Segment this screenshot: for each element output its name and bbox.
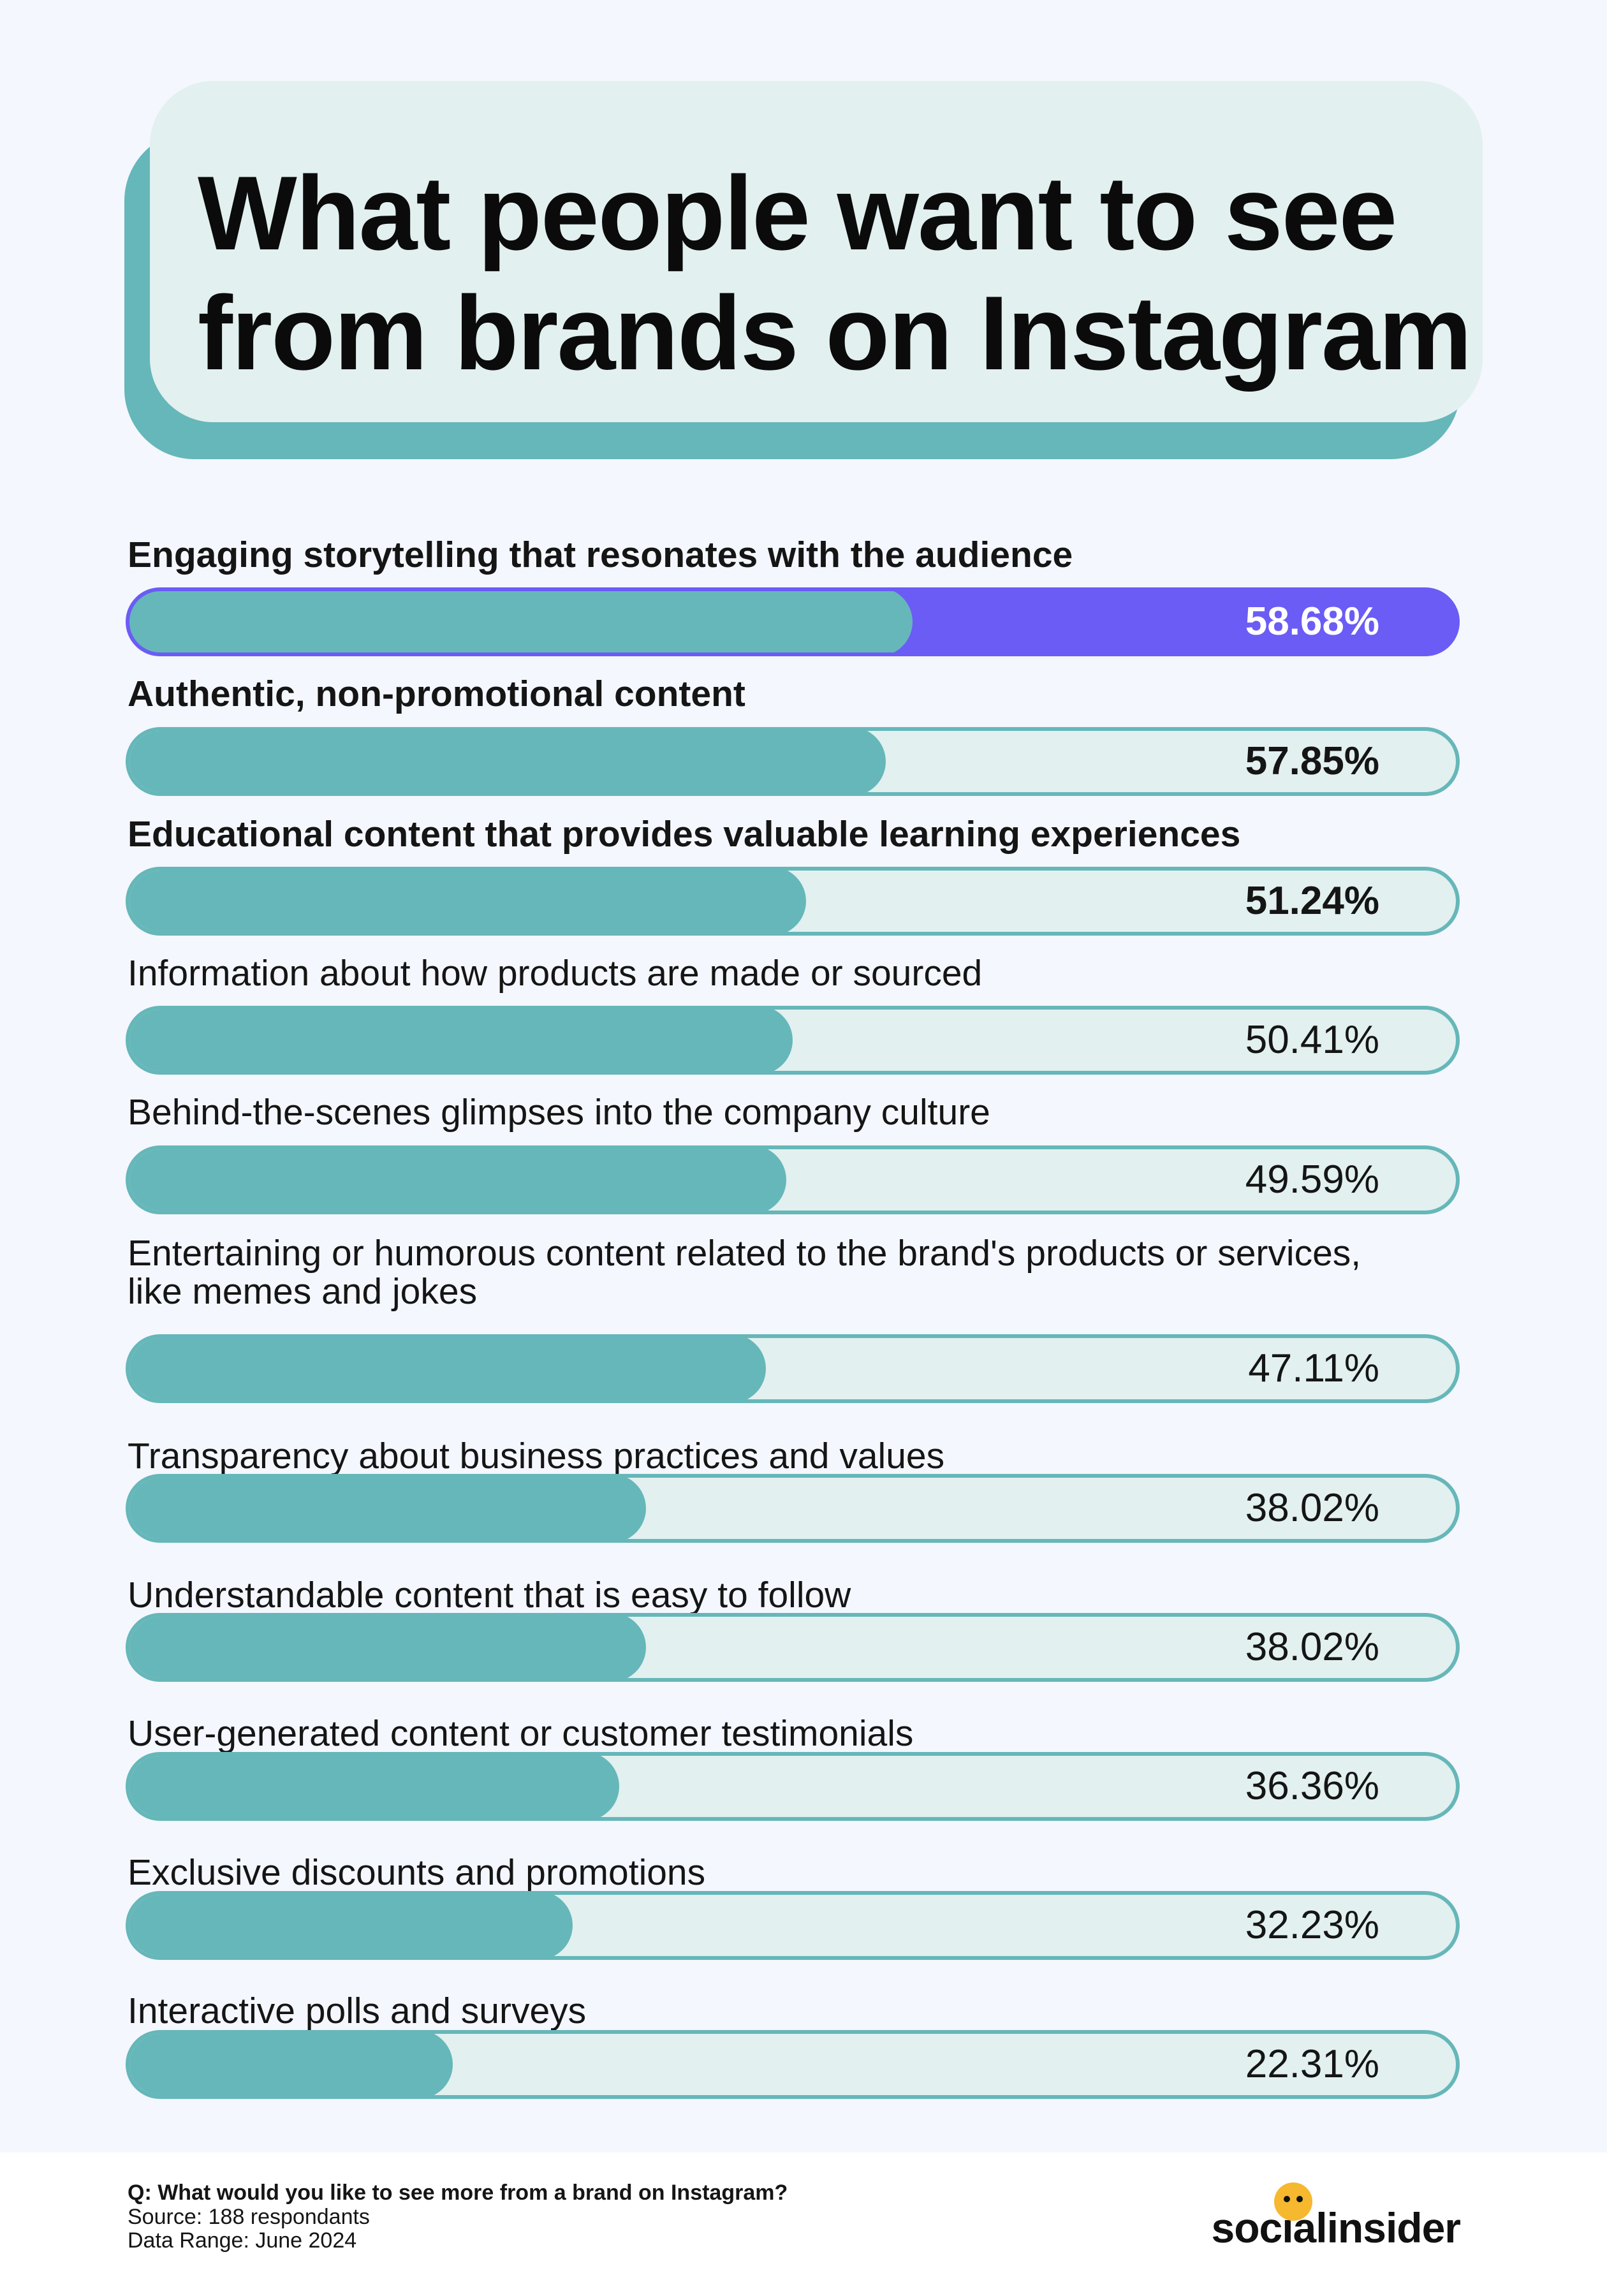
- bar-value-label: 32.23%: [1245, 1903, 1379, 1947]
- title-card: [150, 81, 1483, 422]
- bar: [129, 1010, 793, 1071]
- bar-label: Exclusive discounts and promotions: [128, 1852, 706, 1893]
- bar-label: Transparency about business practices an…: [128, 1436, 945, 1476]
- bar: [129, 1756, 619, 1817]
- bar-label: Engaging storytelling that resonates wit…: [128, 534, 1073, 575]
- bar-label: Educational content that provides valuab…: [128, 814, 1241, 855]
- bar: [129, 1149, 786, 1211]
- bar: [129, 1478, 646, 1539]
- socialinsider-logo: socialinsider: [1211, 2204, 1461, 2251]
- bar-track: 58.68%: [126, 587, 1460, 656]
- bar-track: 47.11%: [126, 1334, 1460, 1403]
- bar-track: 38.02%: [126, 1474, 1460, 1543]
- bar-label: Behind-the-scenes glimpses into the comp…: [128, 1092, 990, 1133]
- bar-value-label: 58.68%: [1245, 600, 1379, 644]
- bar-label: Authentic, non-promotional content: [128, 673, 745, 714]
- bar-track: 38.02%: [126, 1613, 1460, 1682]
- bar-track: 51.24%: [126, 867, 1460, 936]
- footer-question: Q: What would you like to see more from …: [128, 2181, 788, 2205]
- bar-value-label: 47.11%: [1248, 1346, 1379, 1390]
- bar: [129, 731, 886, 792]
- bar-track: 36.36%: [126, 1752, 1460, 1821]
- bar-label: Entertaining or humorous content related…: [128, 1233, 1361, 1312]
- bar: [129, 871, 806, 932]
- bar-label: Information about how products are made …: [128, 953, 983, 994]
- bar-value-label: 49.59%: [1245, 1158, 1379, 1202]
- bar-value-label: 57.85%: [1245, 739, 1379, 783]
- bar: [129, 1338, 766, 1399]
- bar-label: User-generated content or customer testi…: [128, 1713, 914, 1754]
- bar-value-label: 22.31%: [1245, 2042, 1379, 2086]
- bar-track: 32.23%: [126, 1891, 1460, 1960]
- footer-date-range: Data Range: June 2024: [128, 2228, 357, 2253]
- bar-value-label: 36.36%: [1245, 1764, 1379, 1808]
- footer: [0, 2152, 1607, 2296]
- chart-title: What people want to see from brands on I…: [198, 154, 1472, 392]
- bar: [129, 1617, 646, 1678]
- bar-value-label: 51.24%: [1245, 879, 1379, 923]
- bar-track: 50.41%: [126, 1006, 1460, 1075]
- logo-face-icon: [1274, 2182, 1312, 2221]
- bar: [129, 1895, 573, 1956]
- bar-value-label: 50.41%: [1245, 1018, 1379, 1062]
- bar-label: Understandable content that is easy to f…: [128, 1575, 851, 1615]
- bar-track: 22.31%: [126, 2030, 1460, 2099]
- bar-track: 49.59%: [126, 1145, 1460, 1214]
- bar: [129, 591, 913, 652]
- bar-label: Interactive polls and surveys: [128, 1991, 587, 2031]
- bar-value-label: 38.02%: [1245, 1486, 1379, 1530]
- bar: [129, 2034, 453, 2095]
- footer-source: Source: 188 respondants: [128, 2205, 370, 2229]
- bar-value-label: 38.02%: [1245, 1625, 1379, 1669]
- bar-track: 57.85%: [126, 727, 1460, 796]
